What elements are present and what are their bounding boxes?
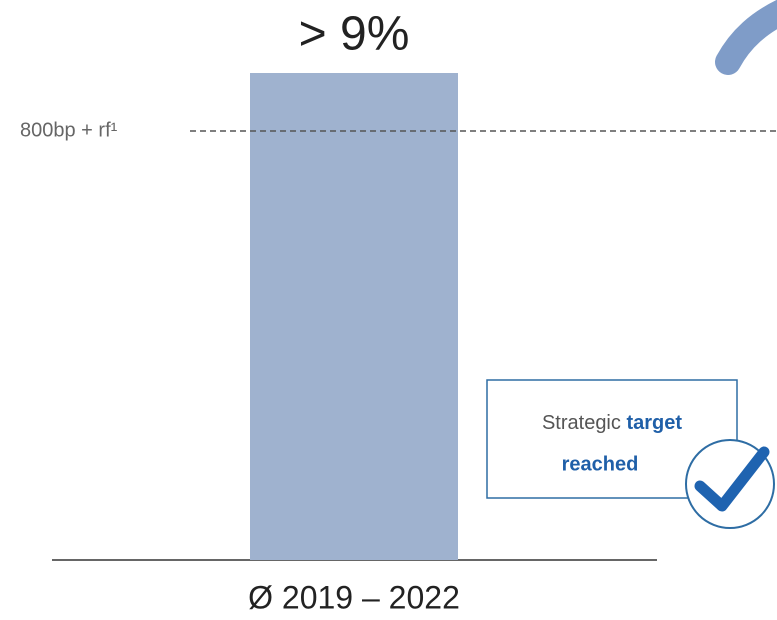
reference-label: 800bp + rf¹	[20, 119, 118, 141]
arrow-decoration	[715, 0, 777, 75]
x-tick-label: Ø 2019 – 2022	[248, 579, 460, 615]
callout-part: target	[626, 412, 682, 434]
callout-part: Strategic	[542, 412, 621, 434]
value-label: > 9%	[299, 8, 410, 61]
check-mark	[694, 446, 770, 512]
callout-text: Strategic target	[542, 412, 682, 434]
callout-part: reached	[562, 453, 639, 475]
bar	[250, 73, 458, 560]
